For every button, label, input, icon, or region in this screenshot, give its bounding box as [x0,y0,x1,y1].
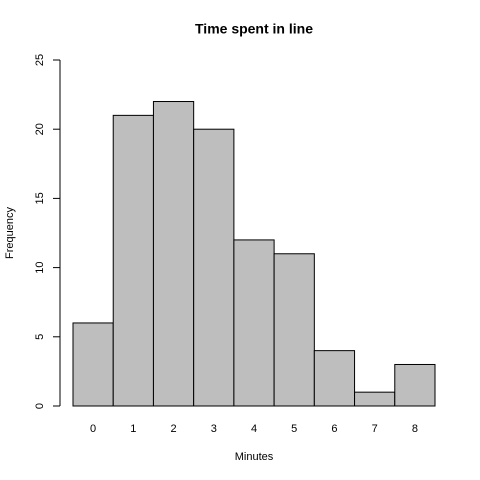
y-tick-label: 15 [34,192,46,204]
bar [112,114,154,407]
bar [193,128,235,407]
x-tick-label: 0 [90,423,96,435]
x-tick-label: 5 [291,423,297,435]
x-tick-label: 3 [211,423,217,435]
y-tick-label: 10 [34,261,46,273]
x-tick-label: 4 [251,423,257,435]
y-tick-label: 20 [34,123,46,135]
bar [394,363,436,407]
bar [233,239,275,407]
x-tick-label: 2 [170,423,176,435]
y-tick-label: 25 [34,54,46,66]
bar [313,350,356,407]
chart-title: Time spent in line [195,21,313,37]
bar [354,391,396,407]
bar [72,322,114,407]
y-tick-label: 0 [34,403,46,409]
x-axis-label: Minutes [235,451,274,463]
x-tick-label: 8 [412,423,418,435]
x-tick-label: 7 [372,423,378,435]
bar [273,253,315,407]
x-tick-label: 1 [130,423,136,435]
x-tick-label: 6 [331,423,337,435]
y-tick-label: 5 [34,334,46,340]
y-axis-label: Frequency [4,207,16,259]
bar [152,101,195,407]
